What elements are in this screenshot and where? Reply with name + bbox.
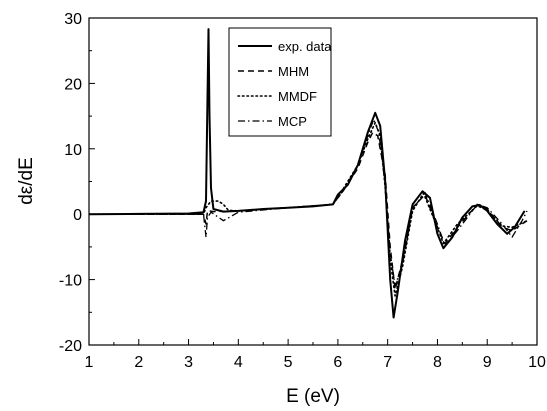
- legend-label: MMDF: [278, 89, 317, 104]
- y-tick-label: 30: [64, 11, 82, 28]
- x-tick-label: 3: [184, 354, 193, 371]
- legend-label: MCP: [278, 114, 307, 129]
- x-tick-label: 10: [528, 354, 546, 371]
- x-tick-label: 7: [383, 354, 392, 371]
- tick-labels: 1 2 3 4 5 6 7 8 9 10 -20 -10 0 10 20 30: [59, 11, 546, 371]
- series-group: [89, 28, 528, 319]
- legend-label: MHM: [278, 64, 309, 79]
- y-tick-label: -10: [59, 273, 82, 290]
- x-tick-label: 6: [333, 354, 342, 371]
- x-tick-label: 2: [134, 354, 143, 371]
- x-tick-label: 4: [234, 354, 243, 371]
- series-line-dashed: [89, 131, 528, 291]
- series-line-dashdot: [89, 118, 528, 287]
- x-axis-title: E (eV): [286, 386, 340, 407]
- x-tick-label: 8: [433, 354, 442, 371]
- y-tick-label: -20: [59, 338, 82, 355]
- axis-ticks: [88, 17, 538, 346]
- y-axis-title: dε/dE: [16, 157, 37, 205]
- series-line-dotted: [89, 121, 528, 297]
- x-tick-label: 1: [85, 354, 94, 371]
- x-tick-label: 5: [284, 354, 293, 371]
- legend: exp. data MHM MMDF MCP: [228, 27, 332, 137]
- series-line-solid: [89, 28, 526, 319]
- y-tick-label: 0: [73, 207, 82, 224]
- y-tick-label: 20: [64, 76, 82, 93]
- y-tick-label: 10: [64, 142, 82, 159]
- legend-label: exp. data: [278, 39, 332, 54]
- x-tick-label: 9: [483, 354, 492, 371]
